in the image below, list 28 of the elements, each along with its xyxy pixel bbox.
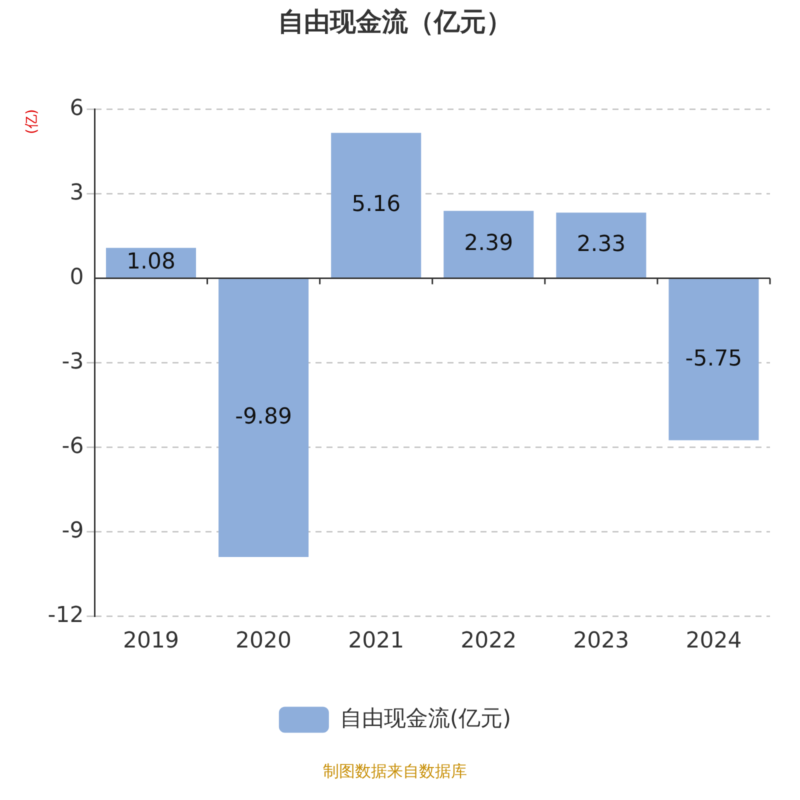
y-tick-label: -3 xyxy=(62,350,84,375)
bar xyxy=(668,279,759,440)
x-tick-label: 2020 xyxy=(236,628,292,654)
chart-title: 自由现金流（亿元） xyxy=(278,7,512,38)
data-label: 2.39 xyxy=(464,230,514,256)
bar xyxy=(444,210,534,278)
data-label: -9.89 xyxy=(235,404,292,430)
y-axis-title: (亿) xyxy=(24,109,40,134)
bar xyxy=(218,279,309,557)
bar xyxy=(556,212,646,278)
y-tick-label: -6 xyxy=(62,434,84,460)
data-label: 2.33 xyxy=(576,232,626,257)
y-tick-label: 3 xyxy=(70,180,84,206)
data-label: -5.75 xyxy=(685,346,742,372)
x-tick-label: 2023 xyxy=(573,628,630,654)
y-tick-label: -12 xyxy=(48,603,84,628)
x-tick-label: 2024 xyxy=(686,628,742,654)
data-label: 1.08 xyxy=(126,249,176,274)
bar xyxy=(331,132,422,278)
x-tick-label: 2021 xyxy=(348,628,404,654)
legend-label: 自由现金流(亿元) xyxy=(340,706,512,732)
text: 制图数据来自数据库 xyxy=(323,762,467,781)
x-tick-label: 2022 xyxy=(460,628,517,654)
y-tick-label: 6 xyxy=(70,96,84,121)
data-label: 5.16 xyxy=(352,192,401,217)
y-tick-label: -9 xyxy=(62,518,84,544)
x-tick-label: 2019 xyxy=(123,628,180,654)
y-tick-label: 0 xyxy=(70,264,84,290)
